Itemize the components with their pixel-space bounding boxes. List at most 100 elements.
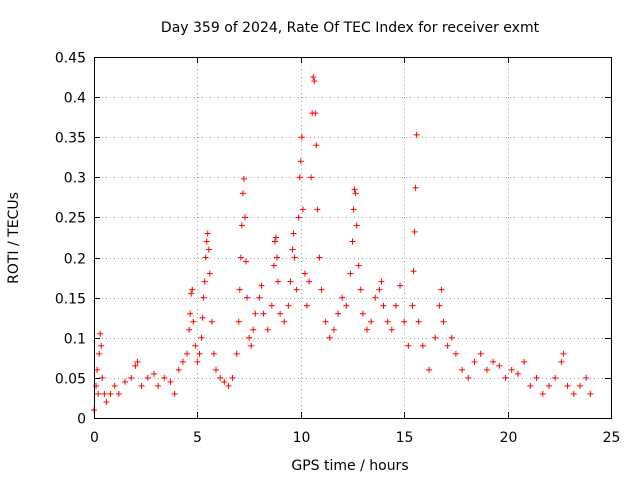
data-point: [272, 234, 279, 241]
data-point: [240, 175, 247, 182]
data-point: [291, 254, 298, 261]
y-tick-label: 0.25: [55, 211, 86, 227]
data-point: [238, 222, 245, 229]
data-point: [246, 334, 253, 341]
data-point: [271, 238, 278, 245]
data-point: [545, 382, 552, 389]
data-point: [306, 278, 313, 285]
data-point: [376, 286, 383, 293]
data-point: [268, 302, 275, 309]
data-point: [134, 358, 141, 365]
data-point: [260, 310, 267, 317]
y-tick-label: 0.15: [55, 292, 86, 308]
data-point: [310, 74, 317, 81]
data-point: [256, 294, 263, 301]
data-point: [440, 318, 447, 325]
data-point: [560, 350, 567, 357]
data-point: [483, 366, 490, 373]
data-point: [471, 358, 478, 365]
data-point: [465, 374, 472, 381]
data-point: [122, 378, 129, 385]
data-point: [194, 358, 201, 365]
data-point: [179, 358, 186, 365]
y-tick-label: 0.4: [64, 91, 86, 107]
data-point: [233, 350, 240, 357]
chart-title: Day 359 of 2024, Rate Of TEC Index for r…: [161, 20, 540, 36]
data-point: [372, 294, 379, 301]
data-point: [289, 246, 296, 253]
data-point: [111, 382, 118, 389]
data-point: [410, 268, 417, 275]
data-point: [93, 382, 100, 389]
data-point: [264, 326, 271, 333]
data-point: [225, 382, 232, 389]
data-point: [229, 374, 236, 381]
data-point: [477, 350, 484, 357]
data-point: [189, 286, 196, 293]
data-point: [138, 382, 145, 389]
y-tick-label: 0.1: [64, 332, 86, 348]
data-point: [405, 342, 412, 349]
data-point: [186, 326, 193, 333]
data-point: [98, 342, 105, 349]
data-point: [570, 390, 577, 397]
data-point: [583, 374, 590, 381]
data-point: [392, 302, 399, 309]
data-point: [204, 230, 211, 237]
data-point: [285, 302, 292, 309]
x-tick-label: 10: [293, 430, 311, 446]
data-point: [199, 314, 206, 321]
data-point: [241, 214, 248, 221]
data-point: [452, 350, 459, 357]
data-point: [144, 374, 151, 381]
data-point: [552, 374, 559, 381]
data-point: [258, 282, 265, 289]
data-point: [171, 390, 178, 397]
data-point: [192, 342, 199, 349]
data-point: [413, 131, 420, 138]
x-tick-label: 5: [193, 430, 202, 446]
data-point: [295, 214, 302, 221]
x-tick-label: 15: [396, 430, 414, 446]
data-point: [304, 302, 311, 309]
x-tick-label: 20: [500, 430, 518, 446]
data-point: [355, 262, 362, 269]
data-point: [237, 254, 244, 261]
data-point: [316, 254, 323, 261]
data-point: [384, 318, 391, 325]
data-point: [314, 206, 321, 213]
data-point: [107, 390, 114, 397]
y-tick-label: 0.2: [64, 252, 86, 268]
data-point: [587, 390, 594, 397]
data-point: [217, 374, 224, 381]
data-point: [250, 326, 257, 333]
data-point: [97, 330, 104, 337]
data-point: [415, 318, 422, 325]
data-point: [347, 270, 354, 277]
data-point: [432, 334, 439, 341]
data-point: [576, 382, 583, 389]
data-point: [444, 342, 451, 349]
data-point: [201, 278, 208, 285]
data-point: [298, 134, 305, 141]
x-tick-label: 25: [603, 430, 621, 446]
data-point: [270, 262, 277, 269]
data-point: [368, 318, 375, 325]
plot-frame: [94, 57, 612, 419]
data-point: [311, 78, 318, 85]
data-point: [150, 370, 157, 377]
data-point: [312, 110, 319, 117]
data-point: [132, 362, 139, 369]
data-point: [221, 378, 228, 385]
data-point: [275, 278, 282, 285]
data-point: [244, 294, 251, 301]
data-point: [198, 334, 205, 341]
y-tick-label: 0.3: [64, 171, 86, 187]
data-point: [326, 334, 333, 341]
data-point: [94, 366, 101, 373]
data-point: [357, 286, 364, 293]
data-point: [426, 366, 433, 373]
data-point: [351, 186, 358, 193]
data-point: [349, 238, 356, 245]
